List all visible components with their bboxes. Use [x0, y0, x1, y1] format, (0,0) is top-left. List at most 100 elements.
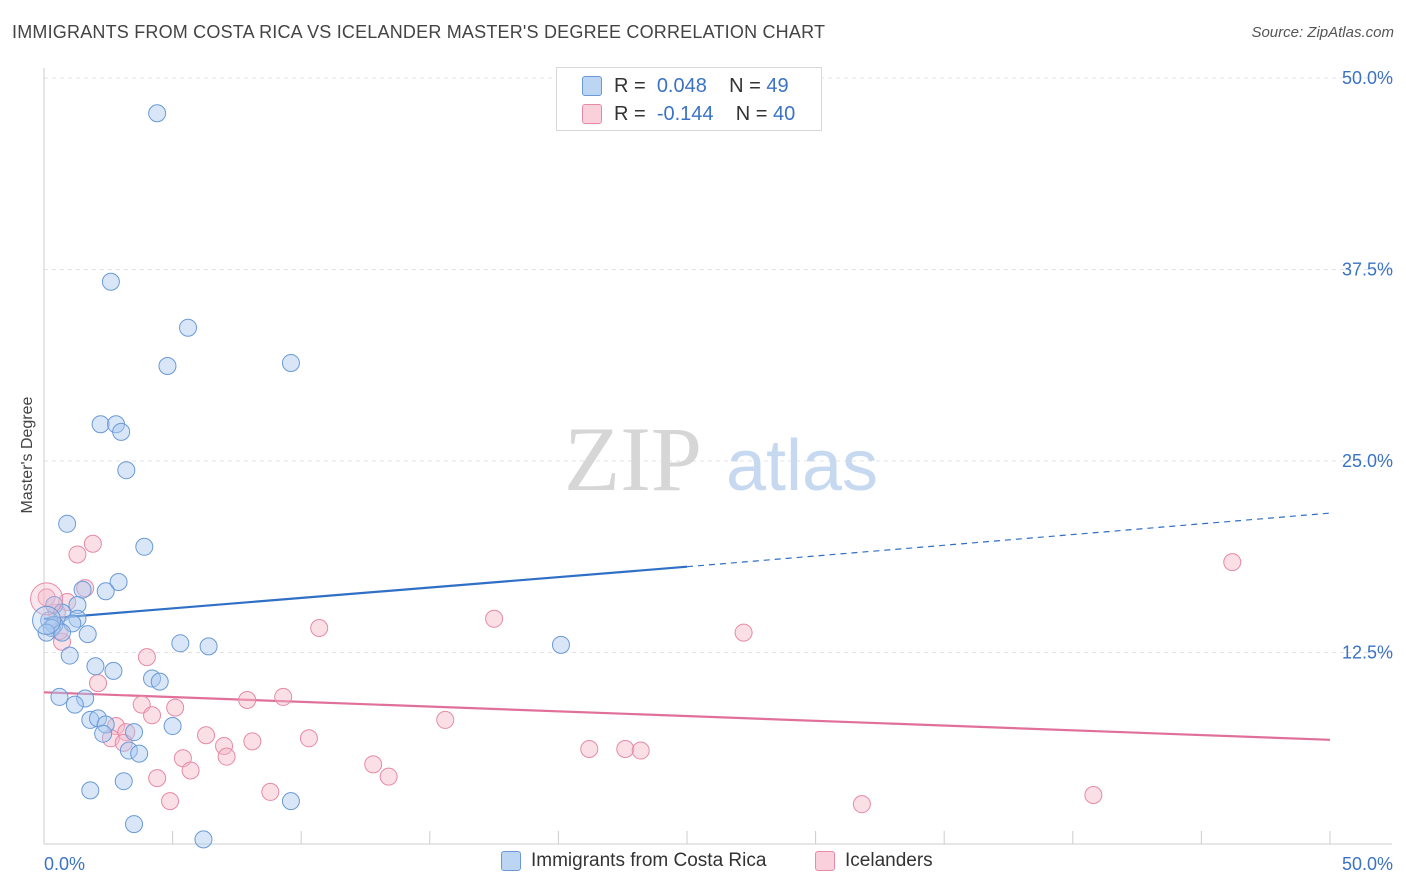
- point-icelanders: [485, 609, 504, 628]
- point-costa-rica: [150, 672, 169, 691]
- point-costa-rica: [101, 272, 120, 291]
- legend-row-costa-rica: R = 0.048 N = 49: [582, 73, 789, 99]
- point-icelanders: [83, 534, 102, 553]
- correlation-legend: R = 0.048 N = 49 R = -0.144 N = 40: [556, 67, 822, 131]
- legend-label-costa-rica: Immigrants from Costa Rica: [531, 850, 767, 871]
- point-icelanders: [148, 769, 167, 788]
- source-credit: Source: ZipAtlas.com: [1251, 24, 1394, 41]
- point-costa-rica: [60, 646, 79, 665]
- point-icelanders: [379, 767, 398, 786]
- point-icelanders: [734, 623, 753, 642]
- point-icelanders: [53, 632, 72, 651]
- point-icelanders: [310, 618, 329, 637]
- point-icelanders: [852, 795, 871, 814]
- point-costa-rica: [114, 772, 133, 791]
- point-costa-rica: [117, 461, 136, 480]
- point-costa-rica: [148, 104, 167, 123]
- trend-lines: [43, 512, 1331, 741]
- legend-swatch-pink: [815, 851, 835, 871]
- point-costa-rica: [91, 415, 110, 434]
- x-tick-label-max: 50.0%: [1342, 854, 1393, 874]
- point-costa-rica: [194, 830, 213, 849]
- watermark-zip: ZIP: [564, 408, 702, 510]
- point-icelanders: [117, 723, 136, 742]
- point-costa-rica: [78, 625, 97, 644]
- point-icelanders-cluster: [30, 582, 64, 616]
- legend-swatch-blue: [501, 851, 521, 871]
- point-icelanders: [243, 732, 262, 751]
- y-tick-label: 37.5%: [1342, 260, 1393, 280]
- watermark-atlas: atlas: [726, 426, 878, 506]
- point-icelanders: [1223, 553, 1242, 572]
- point-costa-rica: [45, 615, 64, 634]
- point-icelanders: [137, 648, 156, 667]
- chart-title: IMMIGRANTS FROM COSTA RICA VS ICELANDER …: [12, 22, 826, 42]
- point-costa-rica: [81, 781, 100, 800]
- point-costa-rica: [163, 717, 182, 736]
- point-costa-rica: [104, 661, 123, 680]
- point-icelanders: [261, 782, 280, 801]
- point-costa-rica: [86, 657, 105, 676]
- legend-r-value: -0.144: [656, 102, 714, 125]
- point-costa-rica: [199, 637, 218, 656]
- point-costa-rica: [135, 537, 154, 556]
- legend-n-value: 40: [773, 102, 796, 125]
- y-tick-label: 25.0%: [1342, 451, 1393, 471]
- trend-line-costa-rica-projection: [686, 512, 1331, 568]
- point-costa-rica: [112, 422, 131, 441]
- legend-swatch-blue: [582, 76, 602, 96]
- point-icelanders: [274, 687, 293, 706]
- trend-line-icelanders: [43, 691, 1331, 741]
- y-tick-label: 12.5%: [1342, 643, 1393, 663]
- point-costa-rica: [76, 689, 95, 708]
- point-costa-rica: [68, 596, 87, 615]
- point-icelanders: [436, 710, 455, 729]
- point-icelanders: [161, 792, 180, 811]
- axes: [43, 68, 1392, 845]
- point-costa-rica: [158, 357, 177, 376]
- point-costa-rica: [119, 741, 138, 760]
- tick-labels: 12.5% 25.0% 37.5% 50.0% 0.0% 50.0%: [44, 68, 1393, 874]
- point-icelanders: [1084, 785, 1103, 804]
- point-icelanders: [215, 736, 234, 755]
- point-icelanders: [364, 755, 383, 774]
- trend-line-costa-rica: [43, 565, 688, 620]
- point-costa-rica: [125, 723, 144, 742]
- point-icelanders: [217, 747, 236, 766]
- point-costa-rica: [125, 815, 144, 834]
- x-tick-label-min: 0.0%: [44, 854, 85, 874]
- point-costa-rica: [281, 792, 300, 811]
- point-costa-rica: [179, 318, 198, 337]
- point-costa-rica: [171, 634, 190, 653]
- point-costa-rica: [73, 580, 92, 599]
- bottom-legend-icelanders: Icelanders: [815, 850, 933, 872]
- bottom-legend-costa-rica: Immigrants from Costa Rica: [501, 850, 766, 872]
- grid-lines: [44, 77, 1392, 653]
- legend-swatch-pink: [582, 104, 602, 124]
- point-costa-rica: [37, 623, 56, 642]
- legend-n-value: 49: [766, 74, 789, 97]
- point-icelanders: [166, 698, 185, 717]
- watermark: ZIP atlas: [564, 408, 878, 510]
- point-costa-rica: [281, 353, 300, 372]
- point-costa-rica: [96, 582, 115, 601]
- point-icelanders: [197, 726, 216, 745]
- legend-n-label: N =: [729, 74, 761, 97]
- point-icelanders: [181, 761, 200, 780]
- point-costa-rica: [63, 614, 82, 633]
- legend-r-label: R =: [614, 74, 646, 97]
- point-costa-rica: [130, 744, 149, 763]
- point-icelanders: [238, 690, 257, 709]
- point-costa-rica: [58, 514, 77, 533]
- point-costa-rica: [94, 724, 113, 743]
- point-icelanders: [580, 740, 599, 759]
- point-icelanders: [616, 740, 635, 759]
- point-icelanders: [68, 545, 87, 564]
- legend-label-icelanders: Icelanders: [845, 850, 933, 871]
- point-icelanders: [89, 674, 108, 693]
- point-icelanders: [143, 706, 162, 725]
- point-costa-rica-cluster: [32, 605, 62, 635]
- legend-n-label: N =: [735, 102, 768, 125]
- point-costa-rica: [50, 687, 69, 706]
